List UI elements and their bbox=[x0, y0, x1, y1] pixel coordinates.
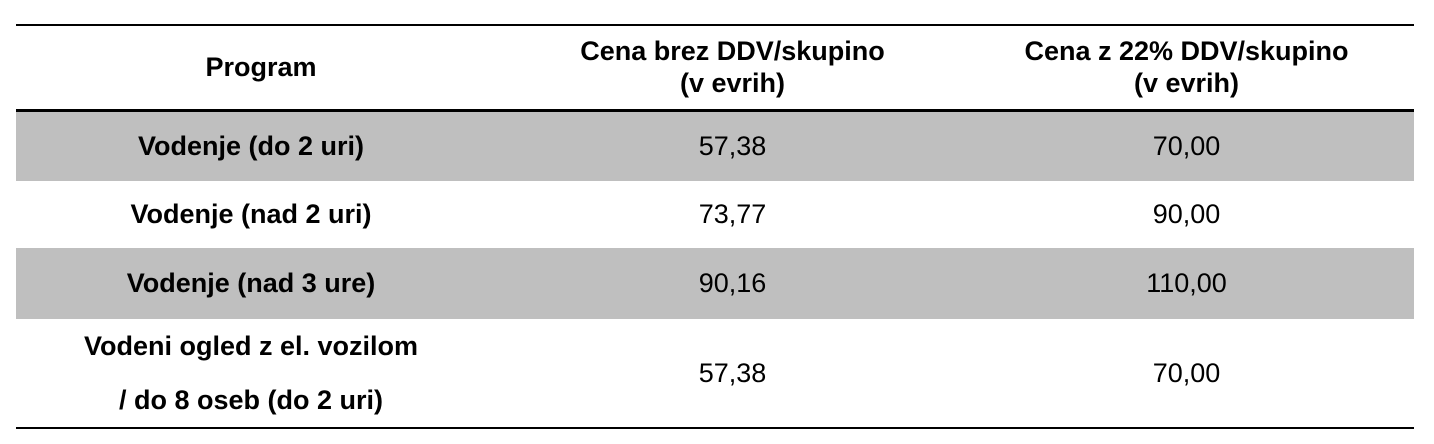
table-row: Vodenje (do 2 uri) 57,38 70,00 bbox=[16, 110, 1414, 181]
program-cell: Vodenje (nad 2 uri) bbox=[16, 181, 506, 248]
header-price-without-vat-line-1: Cena brez DDV/skupino bbox=[580, 36, 885, 67]
table-row: Vodenje (nad 2 uri) 73,77 90,00 bbox=[16, 181, 1414, 248]
header-program: Program bbox=[16, 24, 506, 112]
program-name: Vodenje (do 2 uri) bbox=[137, 130, 364, 161]
header-price-with-vat: Cena z 22% DDV/skupino (v evrih) bbox=[959, 24, 1414, 112]
price-without-vat-cell: 90,16 bbox=[506, 248, 959, 319]
header-price-with-vat-line-1: Cena z 22% DDV/skupino bbox=[1024, 36, 1349, 67]
header-row: Program Cena brez DDV/skupino (v evrih) … bbox=[16, 24, 1414, 112]
header-program-label: Program bbox=[205, 52, 317, 83]
price-with-vat-cell: 70,00 bbox=[959, 319, 1414, 429]
program-name-line-2: / do 8 oseb (do 2 uri) bbox=[118, 385, 383, 415]
table-body: Vodenje (do 2 uri) 57,38 70,00 Vodenje (… bbox=[16, 110, 1414, 429]
price-table: Program Cena brez DDV/skupino (v evrih) … bbox=[16, 24, 1414, 429]
header-price-without-vat-line-2: (v evrih) bbox=[679, 68, 786, 99]
program-cell: Vodeni ogled z el. vozilom / do 8 oseb (… bbox=[16, 319, 506, 429]
price-with-vat-cell: 90,00 bbox=[1152, 199, 1221, 229]
table-header: Program Cena brez DDV/skupino (v evrih) … bbox=[16, 24, 1414, 112]
program-cell: Vodenje (nad 3 ure) bbox=[16, 248, 506, 319]
price-without-vat-cell: 57,38 bbox=[506, 319, 959, 429]
price-without-vat-cell: 57,38 bbox=[506, 110, 959, 181]
program-name: Vodenje (nad 2 uri) bbox=[130, 199, 372, 229]
program-name: Vodenje (nad 3 ure) bbox=[126, 268, 376, 298]
price-with-vat-cell: 110,00 bbox=[959, 248, 1414, 319]
header-price-without-vat: Cena brez DDV/skupino (v evrih) bbox=[506, 24, 959, 112]
table-row: Vodenje (nad 3 ure) 90,16 110,00 bbox=[16, 248, 1414, 319]
program-name-line-1: Vodeni ogled z el. vozilom bbox=[83, 331, 419, 361]
header-price-with-vat-line-2: (v evrih) bbox=[1133, 68, 1240, 99]
price-without-vat-cell: 73,77 bbox=[698, 199, 767, 229]
program-cell: Vodenje (do 2 uri) bbox=[16, 110, 506, 181]
price-with-vat-cell: 70,00 bbox=[959, 110, 1414, 181]
table-row: Vodeni ogled z el. vozilom / do 8 oseb (… bbox=[16, 319, 1414, 429]
